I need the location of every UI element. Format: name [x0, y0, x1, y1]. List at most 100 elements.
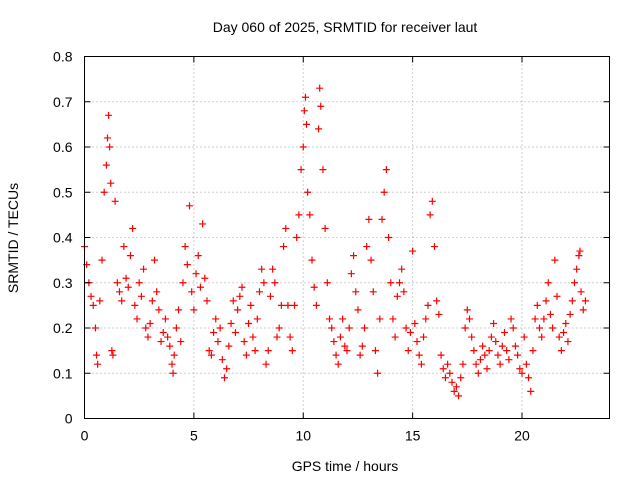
data-point	[376, 315, 384, 323]
data-point	[551, 256, 559, 264]
data-point	[284, 301, 292, 309]
data-point	[113, 279, 121, 287]
data-point	[260, 279, 268, 287]
data-point	[234, 306, 242, 314]
data-point	[514, 351, 522, 359]
data-point	[229, 297, 237, 305]
data-point	[303, 120, 311, 128]
data-point	[264, 347, 272, 355]
data-point	[494, 351, 502, 359]
data-point	[135, 279, 143, 287]
data-point	[577, 288, 585, 296]
data-point	[216, 324, 224, 332]
data-point	[105, 111, 113, 119]
data-point	[437, 351, 445, 359]
data-point	[169, 369, 177, 377]
data-point	[262, 360, 270, 368]
y-tick-label: 0.4	[53, 230, 73, 246]
data-point	[129, 224, 137, 232]
data-point	[369, 288, 377, 296]
data-point	[225, 342, 233, 350]
data-point	[511, 342, 519, 350]
data-point	[525, 374, 533, 382]
data-point	[358, 342, 366, 350]
data-point	[441, 374, 449, 382]
data-point	[269, 265, 277, 273]
data-point	[398, 265, 406, 273]
data-point	[218, 356, 226, 364]
data-point	[328, 324, 336, 332]
data-point	[470, 347, 478, 355]
data-point	[347, 270, 355, 278]
data-point	[350, 252, 358, 260]
data-point	[273, 333, 281, 341]
data-point	[466, 315, 473, 323]
data-point	[172, 324, 180, 332]
data-point	[367, 256, 375, 264]
data-point	[286, 333, 294, 341]
data-point	[380, 188, 388, 196]
y-tick-label: 0.7	[53, 94, 73, 110]
data-point	[457, 374, 465, 382]
data-point	[361, 324, 368, 332]
data-point	[316, 84, 324, 92]
data-point	[277, 301, 285, 309]
data-point	[339, 315, 347, 323]
data-point	[186, 202, 193, 210]
data-point	[374, 369, 382, 377]
data-point	[509, 324, 517, 332]
data-point	[315, 125, 323, 133]
data-point	[161, 315, 169, 323]
x-tick-label: 0	[81, 428, 89, 444]
data-point	[571, 279, 578, 287]
data-point	[461, 324, 469, 332]
data-point	[280, 243, 288, 251]
data-point	[124, 283, 132, 291]
data-point	[518, 369, 526, 377]
data-point	[87, 292, 95, 300]
data-point	[396, 279, 403, 287]
data-point	[409, 247, 417, 255]
y-tick-label: 0	[65, 411, 73, 427]
data-point	[210, 329, 218, 337]
data-point	[343, 347, 351, 355]
data-point	[181, 243, 189, 251]
y-tick-label: 0.2	[53, 320, 73, 336]
data-point	[579, 306, 587, 314]
data-point	[155, 306, 163, 314]
data-point	[391, 333, 399, 341]
data-point	[240, 338, 248, 346]
data-point	[205, 347, 213, 355]
data-point	[568, 297, 576, 305]
data-point	[415, 351, 423, 359]
data-point	[404, 347, 412, 355]
data-point	[126, 252, 134, 260]
data-point	[560, 329, 568, 337]
data-point	[231, 329, 239, 337]
data-point	[153, 288, 161, 296]
data-point	[107, 179, 115, 187]
data-point	[365, 215, 373, 223]
data-point	[576, 247, 584, 255]
data-point	[520, 333, 528, 341]
data-point	[196, 283, 204, 291]
data-point	[581, 297, 589, 305]
data-point	[459, 360, 467, 368]
data-point	[247, 301, 255, 309]
data-point	[227, 319, 235, 327]
data-point	[527, 387, 535, 395]
data-point	[188, 288, 196, 296]
data-point	[507, 315, 515, 323]
data-point	[223, 365, 231, 373]
data-point	[312, 301, 320, 309]
data-point	[542, 297, 550, 305]
axis-ticks: 0 0.1 0.2 0.3 0.4 0.5 0.6 0.7 0.8 0 5 10 15 20	[53, 49, 610, 444]
plot-frame	[84, 56, 610, 419]
data-point	[387, 279, 395, 287]
y-tick-label: 0.8	[53, 49, 73, 65]
data-point	[109, 351, 117, 359]
data-point	[382, 166, 390, 174]
data-point	[446, 369, 454, 377]
data-point	[444, 360, 452, 368]
